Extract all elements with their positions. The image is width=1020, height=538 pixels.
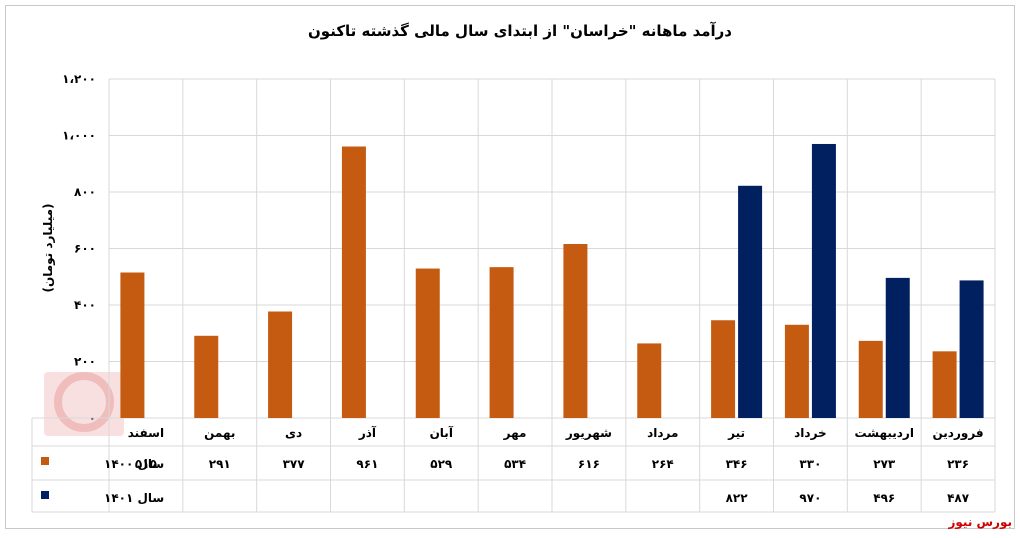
category-label: اسفند [128,426,164,440]
data-cell: ۴۹۶ [873,491,895,505]
y-tick-label: ۱،۲۰۰ [62,72,96,86]
y-tick-label: ۱،۰۰۰ [62,129,96,143]
y-tick-label: ۴۰۰ [74,298,96,312]
bar-s2-3 [811,143,836,418]
y-axis-label: (میلیارد تومان) [41,203,56,292]
y-tick-label: ۸۰۰ [74,185,96,199]
category-label: آبان [430,425,454,440]
data-cell: ۲۹۱ [209,457,231,471]
bar-s1-3 [784,324,809,418]
bar-s1-4 [711,320,736,418]
bar-s2-2 [885,277,910,418]
category-label: اردیبهشت [855,426,914,440]
data-cell: ۵۳۴ [504,457,526,471]
watermark-logo-ring [54,372,114,432]
legend-swatch [41,491,49,499]
data-cell: ۴۸۷ [947,491,970,505]
category-label: خرداد [794,426,827,440]
data-cell: ۲۳۶ [947,457,969,471]
bar-s1-7 [489,267,514,418]
category-label: مرداد [647,426,678,440]
chart-frame [5,5,1015,529]
bar-s1-6 [563,243,588,418]
bar-s1-2 [858,340,883,418]
legend-series-name: سال ۱۴۰۱ [104,491,164,505]
data-cell: ۸۲۲ [726,491,749,505]
data-cell: ۳۳۰ [799,457,821,471]
data-cell: ۹۷۰ [799,491,821,505]
data-cell: ۳۷۷ [283,457,306,471]
bar-s1-11 [194,335,219,418]
y-tick-label: ۲۰۰ [74,355,96,369]
legend-series-name: سال ۱۴۰۰ [104,457,164,471]
y-tick-label: ۶۰۰ [74,242,96,256]
chart-title: درآمد ماهانه "خراسان" از ابتدای سال مالی… [307,22,732,40]
category-label: تیر [727,426,745,440]
bar-s2-1 [959,280,984,418]
legend-swatch [41,457,49,465]
source-label: بورس نیوز [948,515,1012,529]
bar-s2-4 [738,185,763,418]
data-cell: ۲۷۳ [873,457,896,471]
category-label: شهریور [565,426,612,441]
bar-s1-12 [120,272,145,418]
bar-s1-8 [415,268,440,418]
category-label: بهمن [204,426,235,440]
bar-s1-5 [637,343,662,418]
bar-s1-9 [341,146,366,418]
data-cell: ۹۶۱ [356,457,378,471]
category-label: دی [285,426,302,440]
data-cell: ۵۲۹ [430,457,453,471]
bar-s1-10 [268,311,293,418]
category-label: آذر [358,425,377,440]
data-cell: ۵۱۵ [135,457,157,471]
data-cell: ۲۶۴ [652,457,674,471]
category-label: مهر [503,426,527,440]
category-label: فروردین [933,426,984,441]
bar-s1-1 [932,351,957,418]
data-cell: ۳۴۶ [726,457,748,471]
data-cell: ۶۱۶ [578,457,600,471]
